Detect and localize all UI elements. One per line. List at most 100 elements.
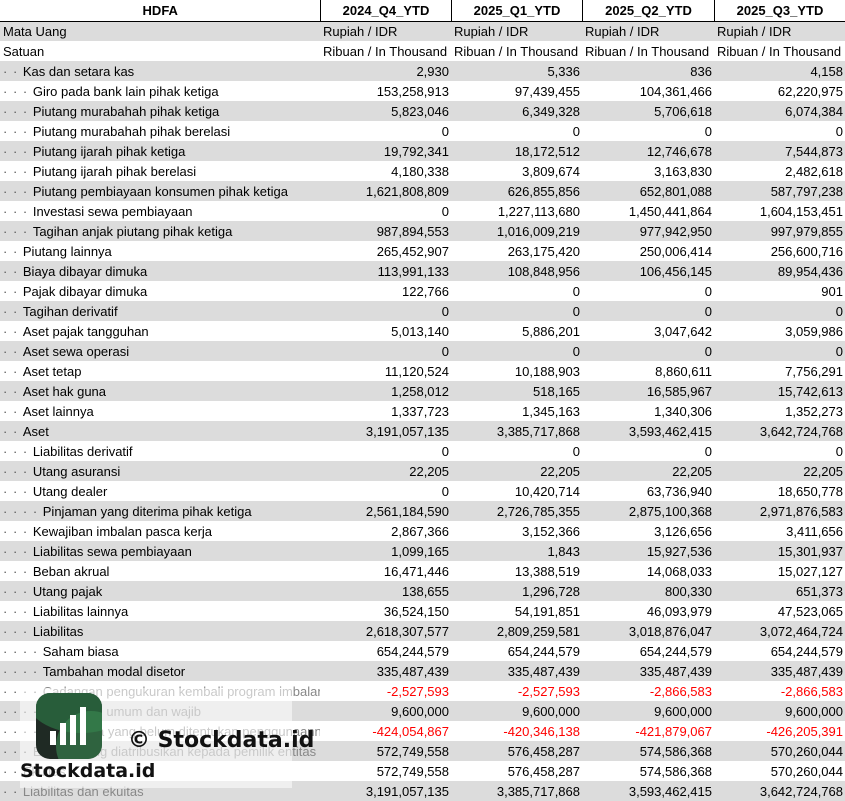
cell-value[interactable]: 335,487,439 — [714, 661, 845, 681]
cell-value[interactable]: Ribuan / In Thousand — [320, 41, 451, 61]
table-row[interactable]: · · · Beban akrual 16,471,446 13,388,519 14… — [0, 561, 845, 581]
row-label[interactable]: Satuan — [0, 41, 320, 61]
cell-value[interactable]: 16,471,446 — [320, 561, 451, 581]
cell-value[interactable]: 3,191,057,135 — [320, 781, 451, 801]
table-row[interactable]: · · · Investasi sewa pembiayaan 0 1,227,11… — [0, 201, 845, 221]
row-label[interactable]: · · · Liabilitas sewa pembiayaan — [0, 541, 320, 561]
table-row[interactable]: · · · Piutang ijarah pihak ketiga 19,792,… — [0, 141, 845, 161]
cell-value[interactable]: 15,301,937 — [714, 541, 845, 561]
cell-value[interactable]: Ribuan / In Thousand — [714, 41, 845, 61]
cell-value[interactable]: 0 — [582, 281, 714, 301]
table-row[interactable]: · · Kas dan setara kas 2,930 5,336 836 4,158 — [0, 61, 845, 81]
cell-value[interactable]: 0 — [320, 441, 451, 461]
cell-value[interactable]: 18,172,512 — [451, 141, 582, 161]
cell-value[interactable]: 5,706,618 — [582, 101, 714, 121]
cell-value[interactable]: 3,809,674 — [451, 161, 582, 181]
cell-value[interactable]: 626,855,856 — [451, 181, 582, 201]
cell-value[interactable]: 47,523,065 — [714, 601, 845, 621]
cell-value[interactable]: 263,175,420 — [451, 241, 582, 261]
row-label[interactable]: Mata Uang — [0, 21, 320, 41]
cell-value[interactable]: 22,205 — [714, 461, 845, 481]
table-row[interactable]: · · Aset lainnya 1,337,723 1,345,163 1,340,… — [0, 401, 845, 421]
cell-value[interactable]: 0 — [451, 121, 582, 141]
table-row[interactable]: · · · Piutang murabahah pihak ketiga 5,82… — [0, 101, 845, 121]
table-row[interactable]: · · · · Tambahan modal disetor 335,487,43… — [0, 661, 845, 681]
cell-value[interactable]: 5,886,201 — [451, 321, 582, 341]
cell-value[interactable]: 654,244,579 — [582, 641, 714, 661]
row-label[interactable]: · · · · Pinjaman yang diterima pihak ket… — [0, 501, 320, 521]
cell-value[interactable]: -2,866,583 — [714, 681, 845, 701]
cell-value[interactable]: 576,458,287 — [451, 761, 582, 781]
cell-value[interactable]: 901 — [714, 281, 845, 301]
table-row[interactable]: · · · · Cadangan umum dan wajib 9,600,000… — [0, 701, 845, 721]
cell-value[interactable]: 1,016,009,219 — [451, 221, 582, 241]
cell-value[interactable]: 652,801,088 — [582, 181, 714, 201]
cell-value[interactable]: 89,954,436 — [714, 261, 845, 281]
cell-value[interactable]: 570,260,044 — [714, 741, 845, 761]
table-row[interactable]: · · · Piutang murabahah pihak berelasi 0 0… — [0, 121, 845, 141]
table-row[interactable]: · · Aset pajak tangguhan 5,013,140 5,886,2… — [0, 321, 845, 341]
table-row[interactable]: Mata Uang Rupiah / IDR Rupiah / IDR Rupiah … — [0, 21, 845, 41]
cell-value[interactable]: 1,352,273 — [714, 401, 845, 421]
cell-value[interactable]: 3,152,366 — [451, 521, 582, 541]
cell-value[interactable]: 2,875,100,368 — [582, 501, 714, 521]
cell-value[interactable]: 587,797,238 — [714, 181, 845, 201]
cell-value[interactable]: 3,411,656 — [714, 521, 845, 541]
cell-value[interactable]: 3,593,462,415 — [582, 421, 714, 441]
cell-value[interactable]: 97,439,455 — [451, 81, 582, 101]
cell-value[interactable]: 1,345,163 — [451, 401, 582, 421]
row-label[interactable]: · · Aset hak guna — [0, 381, 320, 401]
cell-value[interactable]: 977,942,950 — [582, 221, 714, 241]
table-row[interactable]: · · Aset 3,191,057,135 3,385,717,868 3,593,… — [0, 421, 845, 441]
cell-value[interactable]: 1,843 — [451, 541, 582, 561]
cell-value[interactable]: 11,120,524 — [320, 361, 451, 381]
cell-value[interactable]: -2,866,583 — [582, 681, 714, 701]
cell-value[interactable]: 104,361,466 — [582, 81, 714, 101]
row-label[interactable]: · · · Beban akrual — [0, 561, 320, 581]
cell-value[interactable]: 2,971,876,583 — [714, 501, 845, 521]
cell-value[interactable]: 108,848,956 — [451, 261, 582, 281]
cell-value[interactable]: 12,746,678 — [582, 141, 714, 161]
cell-value[interactable]: 3,059,986 — [714, 321, 845, 341]
cell-value[interactable]: 2,809,259,581 — [451, 621, 582, 641]
cell-value[interactable]: Rupiah / IDR — [582, 21, 714, 41]
cell-value[interactable]: 54,191,851 — [451, 601, 582, 621]
cell-value[interactable]: 5,336 — [451, 61, 582, 81]
cell-value[interactable]: 335,487,439 — [320, 661, 451, 681]
cell-value[interactable]: 1,296,728 — [451, 581, 582, 601]
row-label[interactable]: · · · Investasi sewa pembiayaan — [0, 201, 320, 221]
row-label[interactable]: · · · Piutang murabahah pihak ketiga — [0, 101, 320, 121]
cell-value[interactable]: -2,527,593 — [320, 681, 451, 701]
cell-value[interactable]: 651,373 — [714, 581, 845, 601]
table-row[interactable]: · · Biaya dibayar dimuka 113,991,133 108,8… — [0, 261, 845, 281]
row-label[interactable]: · · Liabilitas dan ekuitas — [0, 781, 320, 801]
cell-value[interactable]: 63,736,940 — [582, 481, 714, 501]
row-label[interactable]: · · · Piutang ijarah pihak ketiga — [0, 141, 320, 161]
cell-value[interactable]: Ribuan / In Thousand — [451, 41, 582, 61]
cell-value[interactable]: 18,650,778 — [714, 481, 845, 501]
cell-value[interactable]: -421,879,067 — [582, 721, 714, 741]
row-label[interactable]: · · · Utang pajak — [0, 581, 320, 601]
cell-value[interactable]: 3,072,464,724 — [714, 621, 845, 641]
table-row[interactable]: · · · Tagihan anjak piutang pihak ketiga… — [0, 221, 845, 241]
cell-value[interactable]: -2,527,593 — [451, 681, 582, 701]
table-row[interactable]: Satuan Ribuan / In Thousand Ribuan / In Th… — [0, 41, 845, 61]
cell-value[interactable]: 46,093,979 — [582, 601, 714, 621]
cell-value[interactable]: 1,621,808,809 — [320, 181, 451, 201]
cell-value[interactable]: 335,487,439 — [451, 661, 582, 681]
row-label[interactable]: · · Pajak dibayar dimuka — [0, 281, 320, 301]
table-row[interactable]: · · · · Saham biasa 654,244,579 654,244,57… — [0, 641, 845, 661]
table-row[interactable]: · · · · Saldo laba yang belum ditentukan… — [0, 721, 845, 741]
cell-value[interactable]: 3,593,462,415 — [582, 781, 714, 801]
cell-value[interactable]: 9,600,000 — [320, 701, 451, 721]
cell-value[interactable]: 2,561,184,590 — [320, 501, 451, 521]
header-ticker[interactable]: HDFA — [0, 0, 321, 22]
cell-value[interactable]: 1,258,012 — [320, 381, 451, 401]
cell-value[interactable]: 9,600,000 — [714, 701, 845, 721]
cell-value[interactable]: Ribuan / In Thousand — [582, 41, 714, 61]
cell-value[interactable]: -420,346,138 — [451, 721, 582, 741]
cell-value[interactable]: 22,205 — [582, 461, 714, 481]
cell-value[interactable]: 0 — [714, 341, 845, 361]
table-row[interactable]: · · Aset sewa operasi 0 0 0 0 — [0, 341, 845, 361]
row-label[interactable]: · · · Liabilitas derivatif — [0, 441, 320, 461]
